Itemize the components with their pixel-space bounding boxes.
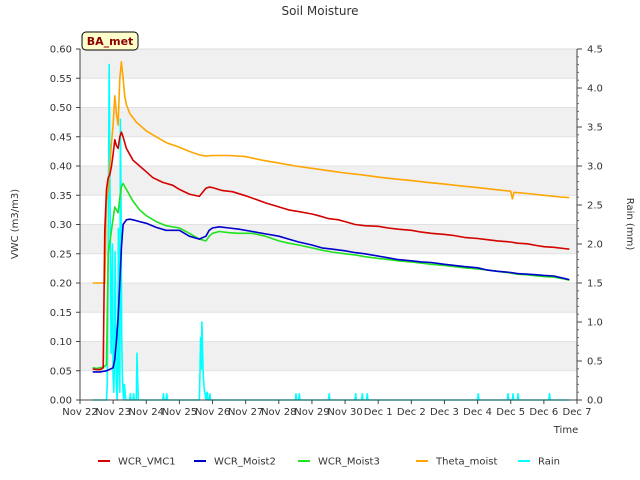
x-tick-label: Dec 4 (463, 407, 492, 418)
legend-label-wcr-moist3: WCR_Moist3 (318, 457, 380, 468)
y-right-tick-label: 4.0 (587, 84, 603, 95)
x-tick-label: Dec 7 (563, 407, 592, 418)
x-tick-label: Nov 30 (327, 407, 362, 418)
x-tick-label: Dec 6 (529, 407, 558, 418)
series-line-wcr-moist3 (92, 182, 570, 370)
x-axis-title: Time (553, 425, 578, 436)
y-axis-left-ticks: 0.00 0.05 0.10 0.15 0.20 0.25 0.30 0.35 0.40 0.45… (50, 45, 80, 407)
y-tick-label: 0.55 (50, 74, 72, 85)
y-right-tick-label: 3.0 (587, 162, 603, 173)
x-tick-label: Nov 25 (162, 407, 197, 418)
x-tick-label: Nov 29 (294, 407, 329, 418)
station-badge: BA_met (81, 31, 139, 51)
legend-label-theta-moist: Theta_moist (435, 457, 497, 468)
x-tick-label: Nov 27 (228, 407, 263, 418)
x-tick-label: Nov 24 (129, 407, 164, 418)
x-tick-label: Dec 5 (496, 407, 525, 418)
y-tick-label: 0.15 (50, 308, 72, 319)
series-line-theta-moist (92, 61, 570, 284)
legend-label-wcr-vmc1: WCR_VMC1 (118, 457, 176, 468)
grid-band (80, 107, 577, 137)
y-tick-label: 0.00 (50, 396, 72, 407)
y-tick-label: 0.25 (50, 249, 72, 260)
y-tick-label: 0.05 (50, 366, 72, 377)
y-tick-label: 0.10 (50, 337, 72, 348)
y-tick-label: 0.50 (50, 103, 72, 114)
series-layer (92, 61, 570, 401)
series-line-wcr-moist2 (92, 218, 570, 373)
y-axis-right-ticks: 0.0 0.5 1.0 1.5 2.0 2.5 3.0 3.5 4.0 4.5 (577, 45, 603, 407)
grid-band (80, 341, 577, 371)
y-right-tick-label: 2.0 (587, 240, 603, 251)
y-tick-label: 0.45 (50, 132, 72, 143)
x-tick-label: Dec 1 (364, 407, 393, 418)
x-tick-label: Nov 22 (62, 407, 97, 418)
x-tick-label: Dec 2 (397, 407, 426, 418)
chart-title: Soil Moisture (281, 4, 358, 18)
y-tick-label: 0.60 (50, 45, 72, 56)
y-tick-label: 0.30 (50, 220, 72, 231)
y-right-tick-label: 4.5 (587, 45, 603, 56)
x-tick-label: Nov 23 (95, 407, 130, 418)
legend-label-wcr-moist2: WCR_Moist2 (214, 457, 276, 468)
series-line-rain (92, 63, 570, 401)
x-tick-label: Dec 3 (430, 407, 459, 418)
x-tick-label: Nov 26 (195, 407, 230, 418)
series-line-wcr-vmc1 (92, 131, 570, 371)
grid-bands (80, 49, 577, 371)
grid-band (80, 283, 577, 313)
y-tick-label: 0.20 (50, 279, 72, 290)
y-right-tick-label: 0.5 (587, 357, 603, 368)
y-tick-label: 0.40 (50, 162, 72, 173)
x-tick-label: Nov 28 (261, 407, 296, 418)
y-axis-title: VWC (m3/m3) (10, 189, 21, 259)
y-right-tick-label: 1.0 (587, 318, 603, 329)
badge-box (81, 31, 139, 51)
legend: WCR_VMC1 WCR_Moist2 WCR_Moist3 Theta_moist R… (98, 457, 560, 468)
legend-label-rain: Rain (538, 457, 560, 468)
y-axis-right-title: Rain (mm) (624, 198, 635, 251)
y-tick-label: 0.35 (50, 191, 72, 202)
y-right-tick-label: 2.5 (587, 201, 603, 212)
y-right-tick-label: 0.0 (587, 396, 603, 407)
badge-label: BA_met (87, 35, 134, 48)
y-right-tick-label: 1.5 (587, 279, 603, 290)
y-right-tick-label: 3.5 (587, 123, 603, 134)
grid-band (80, 49, 577, 79)
